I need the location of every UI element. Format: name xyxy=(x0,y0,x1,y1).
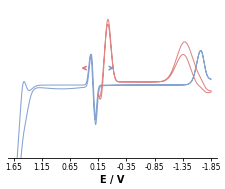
X-axis label: E / V: E / V xyxy=(100,175,124,185)
